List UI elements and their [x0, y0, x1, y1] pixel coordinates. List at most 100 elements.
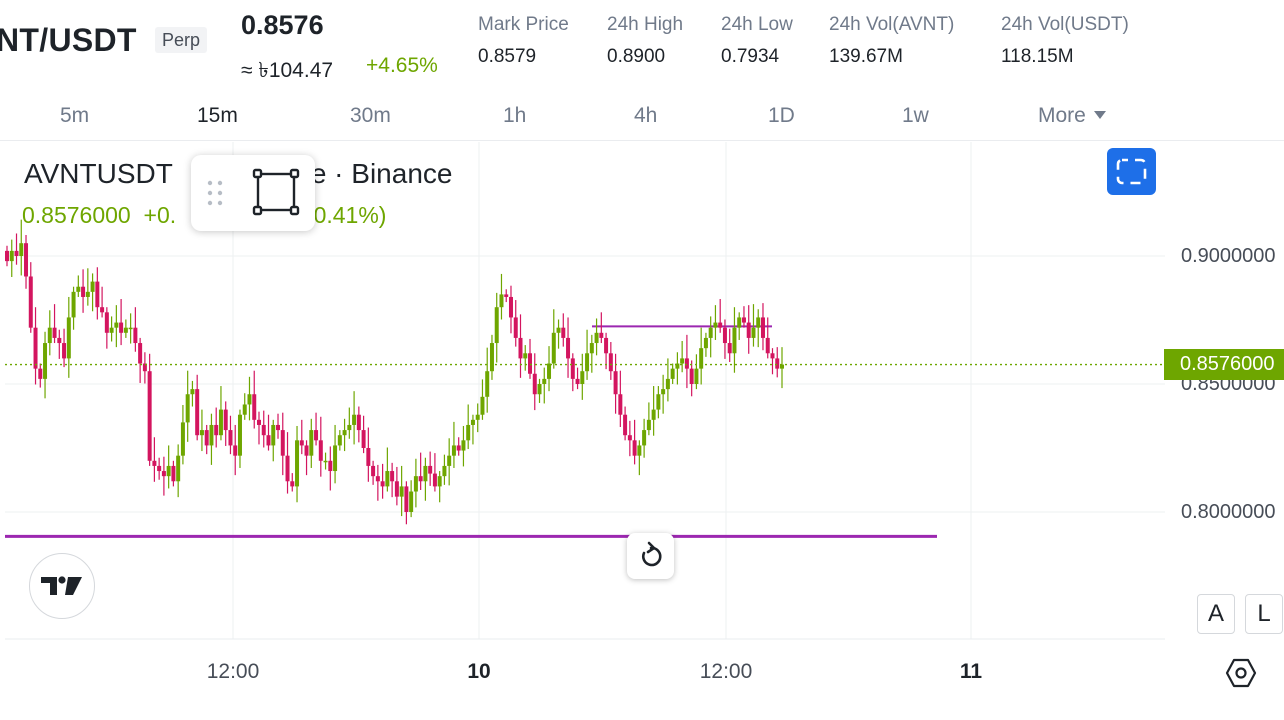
candle-body — [62, 343, 67, 359]
candle-body — [133, 327, 138, 344]
fiat-price: ≈ ৳104.47 — [241, 59, 334, 82]
candle-body — [204, 430, 209, 446]
candle-body — [475, 414, 480, 420]
interval-tab-15m[interactable]: 15m — [197, 104, 238, 127]
interval-tab-5m[interactable]: 5m — [60, 104, 90, 127]
candle-body — [580, 371, 585, 384]
candle-body — [737, 317, 742, 328]
candle-body — [214, 424, 219, 436]
candle-body — [480, 396, 485, 415]
interval-tab-30m[interactable]: 30m — [350, 104, 391, 127]
candle-body — [409, 491, 414, 512]
candle-body — [342, 430, 347, 436]
candle-body — [57, 337, 62, 344]
candle-body — [665, 378, 670, 390]
candle-body — [604, 337, 609, 354]
candle-body — [746, 322, 751, 338]
y-axis-tick: 0.9000000 — [1181, 245, 1276, 267]
candle-body — [675, 363, 680, 369]
candle-body — [651, 409, 656, 420]
candle-body — [185, 394, 190, 423]
candle-body — [656, 394, 661, 410]
log-scale-button[interactable]: L — [1245, 594, 1283, 634]
candle-body — [318, 440, 323, 461]
candle-body — [375, 476, 380, 482]
candle-body — [461, 440, 466, 451]
candle-body — [413, 476, 418, 492]
candle-body — [718, 322, 723, 328]
rectangle-tool-icon — [252, 168, 300, 216]
candle-body — [646, 419, 651, 431]
candle-body — [71, 291, 76, 318]
interval-tab-1d[interactable]: 1D — [768, 104, 795, 127]
candle-body — [437, 476, 442, 487]
settings-hexagon-icon — [1225, 658, 1257, 688]
candle-body — [485, 371, 490, 397]
candle-body — [542, 378, 547, 384]
candle-body — [199, 430, 204, 436]
candle-body — [100, 307, 105, 313]
candle-body — [523, 353, 528, 359]
price-chart[interactable] — [0, 142, 1284, 682]
candle-body — [494, 307, 499, 344]
stat-label-24h-vol-quote: 24h Vol(USDT) — [1001, 14, 1129, 35]
chart-settings-button[interactable] — [1224, 656, 1258, 690]
candle-body — [5, 250, 9, 262]
stat-label-24h-low: 24h Low — [721, 14, 793, 35]
candle-body — [247, 394, 252, 405]
candle-body — [504, 294, 509, 297]
reset-chart-button[interactable] — [627, 533, 674, 579]
change-percent: +4.65% — [366, 54, 438, 77]
interval-more-dropdown[interactable]: More — [1038, 104, 1106, 128]
candle-body — [775, 358, 780, 369]
interval-tab-1h[interactable]: 1h — [503, 104, 527, 127]
candle-body — [499, 294, 504, 308]
candle-body — [337, 435, 342, 446]
candle-body — [561, 327, 566, 338]
candle-body — [418, 476, 423, 482]
x-axis-tick: 12:00 — [699, 660, 753, 683]
candle-body — [252, 394, 257, 420]
candle-body — [599, 332, 604, 338]
candle-body — [680, 358, 685, 364]
candle-body — [390, 471, 395, 482]
candle-body — [90, 281, 95, 292]
candle-body — [256, 419, 261, 425]
candle-body — [43, 343, 48, 379]
candle-body — [352, 414, 357, 425]
candle-body — [608, 353, 613, 372]
legend-source: ce · Binance — [296, 158, 453, 189]
candle-body — [508, 296, 513, 318]
auto-scale-button[interactable]: A — [1197, 594, 1235, 634]
stat-label-mark-price: Mark Price — [478, 14, 569, 35]
stat-value-mark-price: 0.8579 — [478, 46, 537, 67]
candle-body — [114, 322, 119, 328]
interval-tab-1w[interactable]: 1w — [902, 104, 929, 127]
candle-body — [142, 363, 147, 372]
interval-tab-4h[interactable]: 4h — [634, 104, 658, 127]
drawing-toolbar-popup[interactable] — [191, 155, 315, 231]
candle-body — [432, 473, 437, 487]
candle-body — [299, 440, 304, 446]
candle-body — [266, 435, 271, 446]
pair-symbol[interactable]: NT/USDT — [0, 22, 137, 58]
candle-body — [180, 422, 185, 456]
candle-body — [447, 455, 452, 466]
candle-body — [233, 445, 238, 456]
candle-body — [95, 281, 100, 308]
candle-body — [566, 337, 571, 359]
candle-body — [694, 368, 699, 384]
candle-body — [38, 368, 43, 379]
candle-body — [19, 243, 24, 256]
stat-label-24h-high: 24h High — [607, 14, 684, 35]
candle-body — [161, 471, 166, 477]
chart-drawings — [5, 325, 937, 538]
candle-body — [528, 353, 533, 374]
fullscreen-button[interactable] — [1107, 148, 1156, 195]
candle-body — [9, 250, 14, 262]
tradingview-logo[interactable] — [29, 553, 95, 619]
stat-value-24h-low: 0.7934 — [721, 46, 780, 67]
candle-body — [209, 424, 214, 446]
candle-body — [323, 460, 328, 463]
stat-label-24h-vol-base: 24h Vol(AVNT) — [829, 14, 955, 35]
